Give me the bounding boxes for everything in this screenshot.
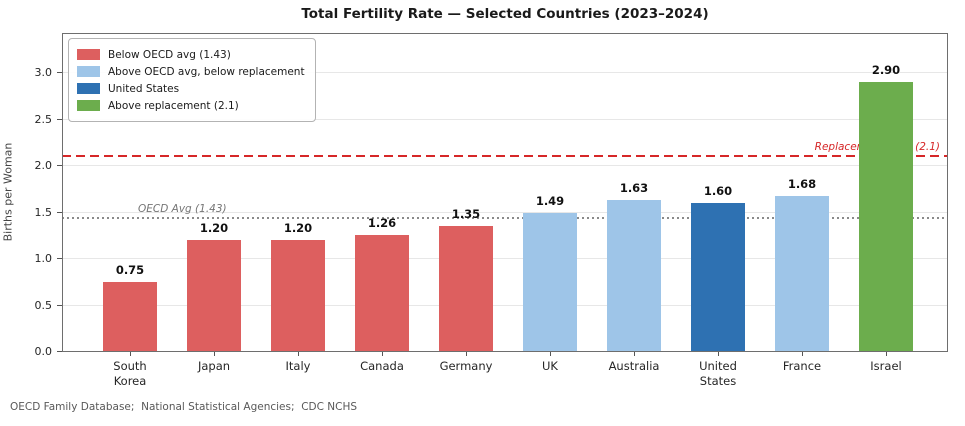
- gridline: [62, 165, 948, 166]
- legend-item-united_states: United States: [77, 80, 305, 97]
- y-tick-label: 0.5: [34, 298, 53, 312]
- x-tick-label: South Korea: [113, 359, 147, 388]
- bar-united-states: [691, 203, 745, 352]
- replacement-rate-line: [62, 154, 948, 157]
- x-tick-label: Italy: [285, 359, 311, 373]
- x-tick-label: Germany: [439, 359, 493, 373]
- chart-title: Total Fertility Rate — Selected Countrie…: [301, 6, 709, 22]
- bar-israel: [859, 82, 913, 352]
- x-tick-label: UK: [542, 359, 558, 373]
- gridline: [62, 258, 948, 259]
- source-note: OECD Family Database; National Statistic…: [10, 401, 358, 413]
- bar-value-label: 1.60: [703, 184, 733, 199]
- x-tick-mark: [717, 352, 719, 356]
- y-tick-mark: [57, 118, 62, 120]
- x-tick-mark: [801, 352, 803, 356]
- bar-australia: [607, 200, 661, 352]
- y-tick-label: 3.0: [34, 66, 53, 79]
- legend-swatch-above_oecd_below_replacement: [77, 66, 100, 77]
- bar-japan: [187, 240, 241, 352]
- x-tick-mark: [465, 352, 467, 356]
- bar-italy: [271, 240, 325, 352]
- bar-value-label: 1.26: [367, 215, 397, 230]
- bar-value-label: 1.49: [535, 194, 565, 209]
- bar-value-label: 1.63: [619, 181, 649, 196]
- y-tick-mark: [57, 211, 62, 213]
- legend-label: Below OECD avg (1.43): [108, 48, 231, 61]
- legend-label: Above OECD avg, below replacement: [108, 65, 305, 78]
- x-tick-mark: [297, 352, 299, 356]
- legend-label: United States: [108, 82, 180, 95]
- gridline: [62, 304, 948, 306]
- x-tick-mark: [885, 352, 887, 356]
- y-tick-label: 1.5: [34, 205, 53, 219]
- legend: Below OECD avg (1.43) Above OECD avg, bel…: [68, 38, 316, 122]
- y-tick-label: 1.0: [34, 252, 53, 265]
- legend-item-below_oecd: Below OECD avg (1.43): [77, 46, 305, 63]
- x-tick-label: Australia: [608, 359, 660, 373]
- bar-canada: [355, 234, 409, 352]
- bar-germany: [439, 226, 493, 352]
- gridline: [62, 72, 948, 73]
- x-tick-mark: [213, 352, 215, 356]
- bar-south-korea: [103, 282, 157, 352]
- x-tick-mark: [549, 352, 551, 356]
- y-tick-mark: [57, 72, 62, 73]
- x-tick-label: United States: [699, 359, 737, 388]
- bar-france: [775, 195, 829, 352]
- legend-swatch-below_oecd: [77, 49, 100, 60]
- y-tick-mark: [57, 165, 62, 166]
- legend-item-above_replacement: Above replacement (2.1): [77, 97, 305, 114]
- plot-area: Below OECD avg (1.43) Above OECD avg, bel…: [35, 33, 948, 388]
- y-tick-mark: [57, 258, 62, 259]
- x-tick-label: Japan: [197, 359, 231, 373]
- bar-value-label: 2.90: [871, 63, 901, 78]
- bar-value-label: 1.68: [787, 176, 817, 191]
- y-tick-label: 2.0: [34, 159, 53, 172]
- bar-value-label: 1.20: [199, 221, 229, 236]
- x-tick-mark: [633, 352, 635, 356]
- bar-uk: [523, 213, 577, 352]
- x-tick-label: Israel: [870, 359, 902, 373]
- gridline: [62, 211, 948, 213]
- y-tick-mark: [57, 304, 62, 306]
- bar-value-label: 1.20: [283, 221, 313, 236]
- x-tick-mark: [381, 352, 383, 356]
- gridline: [62, 118, 948, 120]
- bar-value-label: 1.35: [451, 207, 481, 222]
- legend-swatch-above_replacement: [77, 100, 100, 111]
- x-tick-label: France: [782, 359, 822, 373]
- legend-label: Above replacement (2.1): [108, 99, 239, 112]
- oecd-avg-line: [62, 217, 948, 220]
- y-tick-mark: [57, 351, 62, 352]
- y-tick-label: 0.0: [34, 345, 53, 358]
- legend-item-above_oecd_below_replacement: Above OECD avg, below replacement: [77, 63, 305, 80]
- x-tick-mark: [129, 352, 131, 356]
- x-tick-label: Canada: [360, 359, 404, 373]
- legend-swatch-united_states: [77, 83, 100, 94]
- y-tick-label: 2.5: [34, 112, 53, 126]
- bar-value-label: 0.75: [115, 263, 145, 278]
- oecd-avg-line-label: OECD Avg (1.43): [138, 203, 227, 216]
